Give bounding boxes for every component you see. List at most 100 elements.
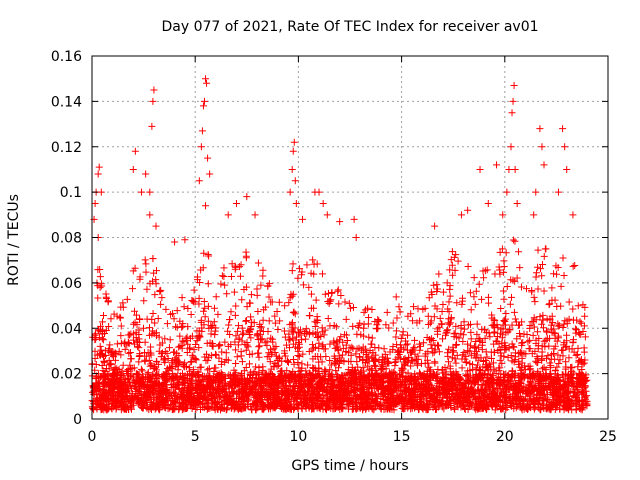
data-point	[182, 335, 190, 343]
data-point	[259, 316, 267, 324]
data-point	[312, 296, 320, 304]
data-point	[545, 342, 553, 350]
data-point	[445, 298, 453, 306]
data-point	[429, 337, 437, 345]
data-point	[274, 326, 282, 334]
data-point	[105, 345, 113, 353]
data-point	[581, 333, 589, 341]
data-point	[345, 299, 353, 307]
data-point	[511, 237, 519, 245]
data-point	[142, 268, 150, 276]
data-point	[554, 322, 562, 330]
data-point	[324, 380, 332, 388]
data-point	[447, 315, 455, 323]
data-point	[477, 367, 485, 375]
data-point	[484, 293, 492, 301]
data-point	[241, 340, 249, 348]
data-point	[424, 312, 432, 320]
data-point	[467, 335, 475, 343]
data-point	[200, 404, 208, 412]
data-point	[553, 270, 561, 278]
data-point	[193, 273, 201, 281]
data-point	[444, 352, 452, 360]
data-point	[138, 367, 146, 375]
data-point	[324, 315, 332, 323]
data-point	[536, 313, 544, 321]
data-point	[187, 358, 195, 366]
data-point	[557, 282, 565, 290]
data-point	[254, 259, 262, 267]
data-point	[448, 261, 456, 269]
data-point	[528, 318, 536, 326]
data-point	[493, 321, 501, 329]
data-point	[294, 359, 302, 367]
data-point	[349, 303, 357, 311]
data-point	[238, 296, 246, 304]
data-point	[397, 335, 405, 343]
data-point	[466, 289, 474, 297]
data-point	[581, 312, 589, 320]
data-point	[157, 286, 165, 294]
data-point	[320, 331, 328, 339]
data-point	[97, 322, 105, 330]
data-point	[444, 358, 452, 366]
data-point	[204, 366, 212, 374]
data-point	[430, 348, 438, 356]
data-point	[201, 313, 209, 321]
data-point	[392, 333, 400, 341]
data-point	[227, 308, 235, 316]
data-point	[214, 310, 222, 318]
data-point	[458, 364, 466, 372]
data-point	[546, 375, 554, 383]
data-point	[210, 318, 218, 326]
data-point	[289, 355, 297, 363]
data-point	[464, 340, 472, 348]
data-point	[559, 254, 567, 262]
data-point	[257, 281, 265, 289]
data-point	[342, 341, 350, 349]
data-point	[259, 266, 267, 274]
data-point	[480, 274, 488, 282]
data-point	[496, 356, 504, 364]
data-point	[574, 344, 582, 352]
data-point	[337, 399, 345, 407]
data-point	[232, 359, 240, 367]
data-point	[156, 287, 164, 295]
data-point	[546, 300, 554, 308]
data-point	[174, 381, 182, 389]
data-point	[391, 362, 399, 370]
data-point	[565, 345, 573, 353]
data-point	[252, 363, 260, 371]
data-point	[396, 308, 404, 316]
data-point	[461, 355, 469, 363]
data-point	[242, 248, 250, 256]
data-point	[225, 371, 233, 379]
data-point	[563, 388, 571, 396]
data-point	[126, 361, 134, 369]
data-point	[99, 336, 107, 344]
data-point	[343, 331, 351, 339]
data-point	[467, 306, 475, 314]
data-point	[287, 290, 295, 298]
data-point	[497, 305, 505, 313]
data-point	[580, 344, 588, 352]
data-point	[545, 301, 553, 309]
data-point	[500, 316, 508, 324]
data-point	[393, 314, 401, 322]
data-point	[255, 343, 263, 351]
data-point	[453, 341, 461, 349]
data-point	[449, 271, 457, 279]
data-point	[356, 368, 364, 376]
data-point	[375, 317, 383, 325]
data-point	[282, 341, 290, 349]
data-point	[430, 281, 438, 289]
data-point	[526, 336, 534, 344]
data-point	[318, 270, 326, 278]
data-point	[488, 355, 495, 363]
data-point	[169, 380, 177, 388]
data-point	[242, 346, 250, 354]
data-point	[146, 324, 154, 332]
data-point	[294, 274, 302, 282]
data-point	[121, 345, 129, 353]
data-point	[135, 344, 143, 352]
